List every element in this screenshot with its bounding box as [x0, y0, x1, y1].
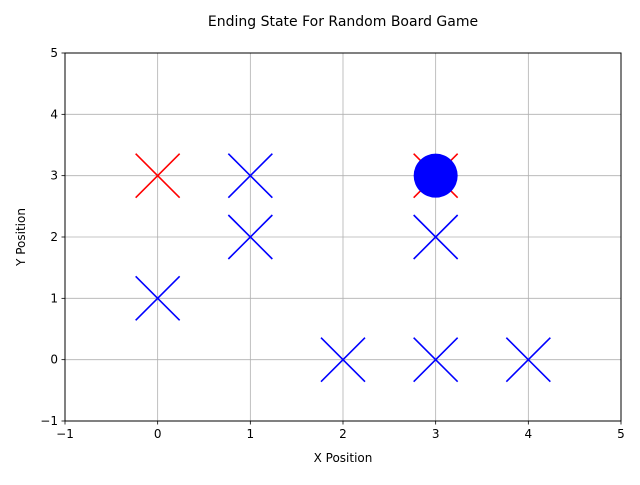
y-axis-label: Y Position	[14, 208, 28, 267]
x-marker	[505, 337, 551, 383]
x-tick-label: 3	[432, 427, 440, 441]
x-marker	[135, 275, 181, 321]
x-marker	[227, 214, 273, 260]
y-tick-label: 4	[50, 107, 58, 121]
x-tick-label: 4	[525, 427, 533, 441]
x-tick-label: 0	[154, 427, 162, 441]
x-marker-stroke	[135, 153, 181, 199]
x-marker	[135, 153, 181, 199]
y-tick-label: −1	[40, 414, 58, 428]
x-marker	[320, 337, 366, 383]
circle-marker	[413, 153, 458, 198]
y-tick-label: 5	[50, 46, 58, 60]
x-tick-label: 2	[339, 427, 347, 441]
x-tick-label: −1	[56, 427, 74, 441]
x-marker-stroke	[227, 214, 273, 260]
markers	[135, 153, 551, 383]
x-marker-stroke	[505, 337, 551, 383]
x-marker-stroke	[413, 214, 459, 260]
y-tick-label: 2	[50, 230, 58, 244]
x-axis-label: X Position	[314, 451, 373, 465]
y-tick-label: 3	[50, 169, 58, 183]
x-marker-stroke	[320, 337, 366, 383]
x-marker	[413, 337, 459, 383]
x-marker-stroke	[413, 337, 459, 383]
ticks: −1 0 1 2 3 4 5 −1 0 1 2 3 4 5	[40, 46, 625, 441]
chart-title: Ending State For Random Board Game	[208, 14, 478, 30]
x-tick-label: 1	[247, 427, 255, 441]
x-marker-stroke	[227, 153, 273, 199]
x-tick-label: 5	[617, 427, 625, 441]
y-tick-label: 1	[50, 291, 58, 305]
grid	[65, 53, 621, 421]
x-marker-stroke	[135, 275, 181, 321]
y-tick-label: 0	[50, 353, 58, 367]
x-marker	[227, 153, 273, 199]
x-marker	[413, 214, 459, 260]
